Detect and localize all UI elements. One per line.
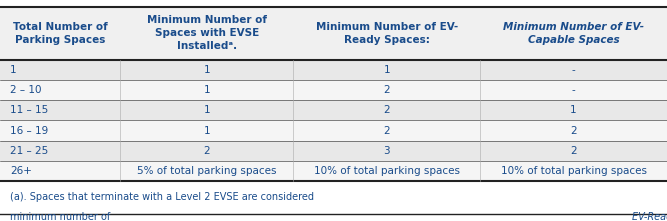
Text: 21 – 25: 21 – 25 xyxy=(10,146,48,156)
Text: 2: 2 xyxy=(384,105,390,115)
Bar xyxy=(0,141,667,161)
Text: Minimum Number of
Spaces with EVSE
Installedᵃ.: Minimum Number of Spaces with EVSE Insta… xyxy=(147,15,267,51)
Text: 5% of total parking spaces: 5% of total parking spaces xyxy=(137,166,277,176)
Text: 2 – 10: 2 – 10 xyxy=(10,85,41,95)
Text: 1: 1 xyxy=(203,65,210,75)
Text: EV-Ready Spaces: EV-Ready Spaces xyxy=(632,212,667,221)
Text: 10% of total parking spaces: 10% of total parking spaces xyxy=(314,166,460,176)
Bar xyxy=(0,80,667,100)
Text: 1: 1 xyxy=(10,65,17,75)
Text: 2: 2 xyxy=(570,126,577,135)
Bar xyxy=(0,7,667,60)
Text: 2: 2 xyxy=(203,146,210,156)
Text: 26+: 26+ xyxy=(10,166,32,176)
Text: 1: 1 xyxy=(203,85,210,95)
Text: 16 – 19: 16 – 19 xyxy=(10,126,48,135)
Text: -: - xyxy=(572,65,576,75)
Bar xyxy=(0,120,667,141)
Text: (a). Spaces that terminate with a Level 2 EVSE are considered: (a). Spaces that terminate with a Level … xyxy=(10,192,317,202)
Text: 1: 1 xyxy=(203,126,210,135)
Text: 2: 2 xyxy=(384,85,390,95)
Bar xyxy=(0,100,667,120)
Text: 2: 2 xyxy=(570,146,577,156)
Text: 10% of total parking spaces: 10% of total parking spaces xyxy=(501,166,646,176)
Text: 1: 1 xyxy=(384,65,390,75)
Text: minimum number of: minimum number of xyxy=(10,212,113,221)
Text: 2: 2 xyxy=(384,126,390,135)
Bar xyxy=(0,161,667,181)
Text: Total Number of
Parking Spaces: Total Number of Parking Spaces xyxy=(13,22,107,45)
Text: 3: 3 xyxy=(384,146,390,156)
Text: 11 – 15: 11 – 15 xyxy=(10,105,48,115)
Text: Minimum Number of EV-
Capable Spaces: Minimum Number of EV- Capable Spaces xyxy=(503,22,644,45)
Text: Minimum Number of EV-
Ready Spaces:: Minimum Number of EV- Ready Spaces: xyxy=(315,22,458,45)
Bar xyxy=(0,60,667,80)
Text: 1: 1 xyxy=(570,105,577,115)
Text: 1: 1 xyxy=(203,105,210,115)
Text: -: - xyxy=(572,85,576,95)
